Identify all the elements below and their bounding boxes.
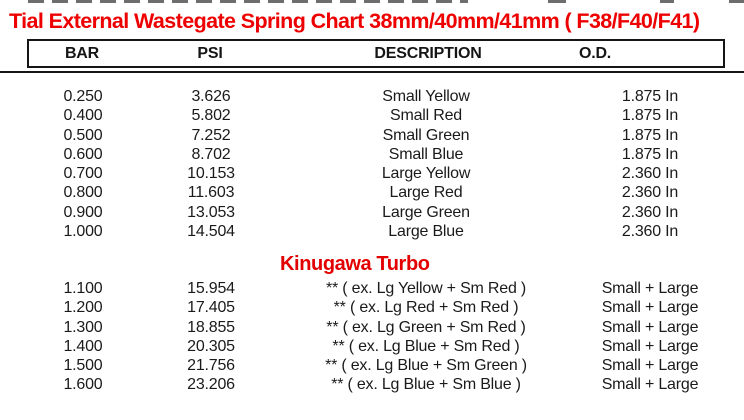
psi-cell: 20.305 bbox=[187, 337, 235, 355]
description-cell: Small Red bbox=[389, 107, 462, 125]
bar-cell: 1.600 bbox=[63, 376, 103, 394]
bar-cell: 1.000 bbox=[63, 223, 103, 241]
page-title: Tial External Wastegate Spring Chart 38m… bbox=[9, 9, 700, 33]
psi-cell: 5.802 bbox=[191, 107, 231, 125]
description-cell: Small Blue bbox=[388, 145, 464, 163]
watermark-text: Kinugawa Turbo bbox=[280, 253, 430, 275]
column-header-psi: PSI bbox=[197, 44, 223, 62]
table-header-row: BAR PSI DESCRIPTION O.D. bbox=[27, 39, 725, 68]
table-row: 1.400 20.305 ** ( ex. Lg Blue + Sm Red ) Sm… bbox=[0, 337, 744, 356]
od-cell: Small + Large bbox=[601, 376, 699, 394]
table-row: 1.200 17.405 ** ( ex. Lg Red + Sm Red ) Sma… bbox=[0, 298, 744, 317]
table-row: 0.400 5.802 Small Red 1.875 In bbox=[0, 106, 744, 125]
od-cell: Small + Large bbox=[601, 318, 699, 336]
od-cell: 2.360 In bbox=[621, 165, 679, 183]
column-header-od: O.D. bbox=[578, 44, 612, 62]
bar-cell: 0.800 bbox=[63, 184, 103, 202]
description-cell: ** ( ex. Lg Blue + Sm Blue ) bbox=[331, 376, 521, 394]
bar-cell: 1.100 bbox=[63, 280, 103, 297]
od-cell: 1.875 In bbox=[621, 107, 679, 125]
table-row: 1.100 15.954 ** ( ex. Lg Yellow + Sm Red )… bbox=[0, 279, 744, 298]
bar-cell: 0.600 bbox=[63, 145, 103, 163]
od-cell: 1.875 In bbox=[621, 88, 679, 105]
table-row: 0.800 11.603 Large Red 2.360 In bbox=[0, 183, 744, 202]
cropped-text-remnant bbox=[548, 0, 566, 3]
psi-cell: 11.603 bbox=[187, 184, 235, 202]
bar-cell: 0.250 bbox=[63, 88, 103, 105]
table-row: 0.250 3.626 Small Yellow 1.875 In bbox=[0, 87, 744, 106]
bar-cell: 0.400 bbox=[63, 107, 103, 125]
table-row: 0.600 8.702 Small Blue 1.875 In bbox=[0, 145, 744, 164]
table-body-single-springs: 0.250 3.626 Small Yellow 1.875 In 0.400 5.802… bbox=[0, 87, 744, 241]
description-cell: Large Green bbox=[382, 203, 470, 221]
description-cell: Large Yellow bbox=[381, 165, 471, 183]
bar-cell: 1.400 bbox=[63, 337, 103, 355]
psi-cell: 23.206 bbox=[187, 376, 235, 394]
od-cell: Small + Large bbox=[601, 337, 699, 355]
bar-cell: 1.200 bbox=[63, 299, 103, 317]
table-row: 1.600 23.206 ** ( ex. Lg Blue + Sm Blue ) S… bbox=[0, 375, 744, 394]
description-cell: ** ( ex. Lg Yellow + Sm Red ) bbox=[325, 280, 527, 297]
psi-cell: 7.252 bbox=[191, 126, 231, 144]
od-cell: Small + Large bbox=[601, 357, 699, 375]
cropped-text-remnant bbox=[660, 0, 674, 3]
bar-cell: 1.500 bbox=[63, 357, 103, 375]
column-header-description: DESCRIPTION bbox=[374, 44, 482, 62]
bar-cell: 0.900 bbox=[63, 203, 103, 221]
od-cell: Small + Large bbox=[601, 280, 699, 297]
cropped-text-remnant bbox=[28, 0, 468, 3]
psi-cell: 15.954 bbox=[187, 280, 235, 297]
bar-cell: 0.500 bbox=[63, 126, 103, 144]
od-cell: 2.360 In bbox=[621, 203, 679, 221]
od-cell: 2.360 In bbox=[621, 223, 679, 241]
description-cell: Small Yellow bbox=[382, 88, 470, 105]
psi-cell: 14.504 bbox=[187, 223, 235, 241]
header-divider-rule bbox=[0, 71, 744, 73]
table-row: 1.300 18.855 ** ( ex. Lg Green + Sm Red ) S… bbox=[0, 318, 744, 337]
od-cell: Small + Large bbox=[601, 299, 699, 317]
table-row: 0.900 13.053 Large Green 2.360 In bbox=[0, 203, 744, 222]
psi-cell: 21.756 bbox=[187, 357, 235, 375]
table-row: 1.500 21.756 ** ( ex. Lg Blue + Sm Green )… bbox=[0, 356, 744, 375]
cropped-text-remnant bbox=[729, 0, 744, 3]
table-body-combo-springs: 1.100 15.954 ** ( ex. Lg Yellow + Sm Red )… bbox=[0, 279, 744, 395]
od-cell: 1.875 In bbox=[621, 126, 679, 144]
bar-cell: 0.700 bbox=[63, 165, 103, 183]
psi-cell: 8.702 bbox=[191, 145, 231, 163]
column-header-bar: BAR bbox=[64, 44, 100, 62]
description-cell: ** ( ex. Lg Green + Sm Red ) bbox=[326, 318, 526, 336]
table-row: 0.500 7.252 Small Green 1.875 In bbox=[0, 126, 744, 145]
description-cell: Small Green bbox=[382, 126, 470, 144]
psi-cell: 10.153 bbox=[187, 165, 235, 183]
description-cell: ** ( ex. Lg Blue + Sm Green ) bbox=[325, 357, 527, 375]
od-cell: 1.875 In bbox=[621, 145, 679, 163]
psi-cell: 17.405 bbox=[187, 299, 235, 317]
description-cell: ** ( ex. Lg Red + Sm Red ) bbox=[333, 299, 519, 317]
psi-cell: 13.053 bbox=[187, 203, 235, 221]
od-cell: 2.360 In bbox=[621, 184, 679, 202]
table-row: 0.700 10.153 Large Yellow 2.360 In bbox=[0, 164, 744, 183]
description-cell: Large Red bbox=[389, 184, 463, 202]
description-cell: ** ( ex. Lg Blue + Sm Red ) bbox=[332, 337, 520, 355]
table-row: 1.000 14.504 Large Blue 2.360 In bbox=[0, 222, 744, 241]
psi-cell: 3.626 bbox=[191, 88, 231, 105]
description-cell: Large Blue bbox=[388, 223, 464, 241]
bar-cell: 1.300 bbox=[63, 318, 103, 336]
psi-cell: 18.855 bbox=[187, 318, 235, 336]
